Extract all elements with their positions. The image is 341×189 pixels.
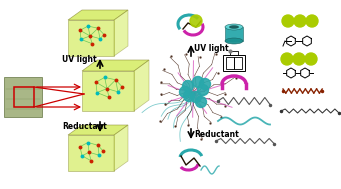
Polygon shape (68, 10, 128, 20)
Circle shape (193, 77, 204, 88)
Circle shape (293, 53, 305, 65)
Circle shape (306, 15, 318, 27)
Circle shape (190, 15, 202, 27)
Circle shape (191, 91, 202, 102)
Circle shape (199, 78, 210, 90)
Polygon shape (68, 135, 114, 171)
Circle shape (305, 53, 317, 65)
Ellipse shape (225, 24, 243, 30)
Text: UV light: UV light (194, 44, 228, 53)
Circle shape (182, 81, 193, 91)
Circle shape (282, 15, 294, 27)
Polygon shape (68, 125, 128, 135)
Polygon shape (225, 27, 243, 41)
Polygon shape (114, 125, 128, 171)
Ellipse shape (225, 38, 243, 44)
Circle shape (281, 53, 293, 65)
Polygon shape (82, 71, 134, 111)
Circle shape (179, 87, 191, 98)
Circle shape (195, 97, 207, 108)
Polygon shape (134, 60, 149, 111)
Text: Reductant: Reductant (194, 130, 239, 139)
Circle shape (197, 84, 208, 95)
Polygon shape (4, 77, 42, 117)
Circle shape (183, 91, 194, 101)
Text: Reductant: Reductant (62, 122, 107, 131)
Polygon shape (82, 60, 149, 71)
Polygon shape (114, 10, 128, 56)
Polygon shape (68, 20, 114, 56)
Circle shape (294, 15, 306, 27)
Text: UV light: UV light (62, 55, 97, 64)
Ellipse shape (229, 25, 239, 29)
